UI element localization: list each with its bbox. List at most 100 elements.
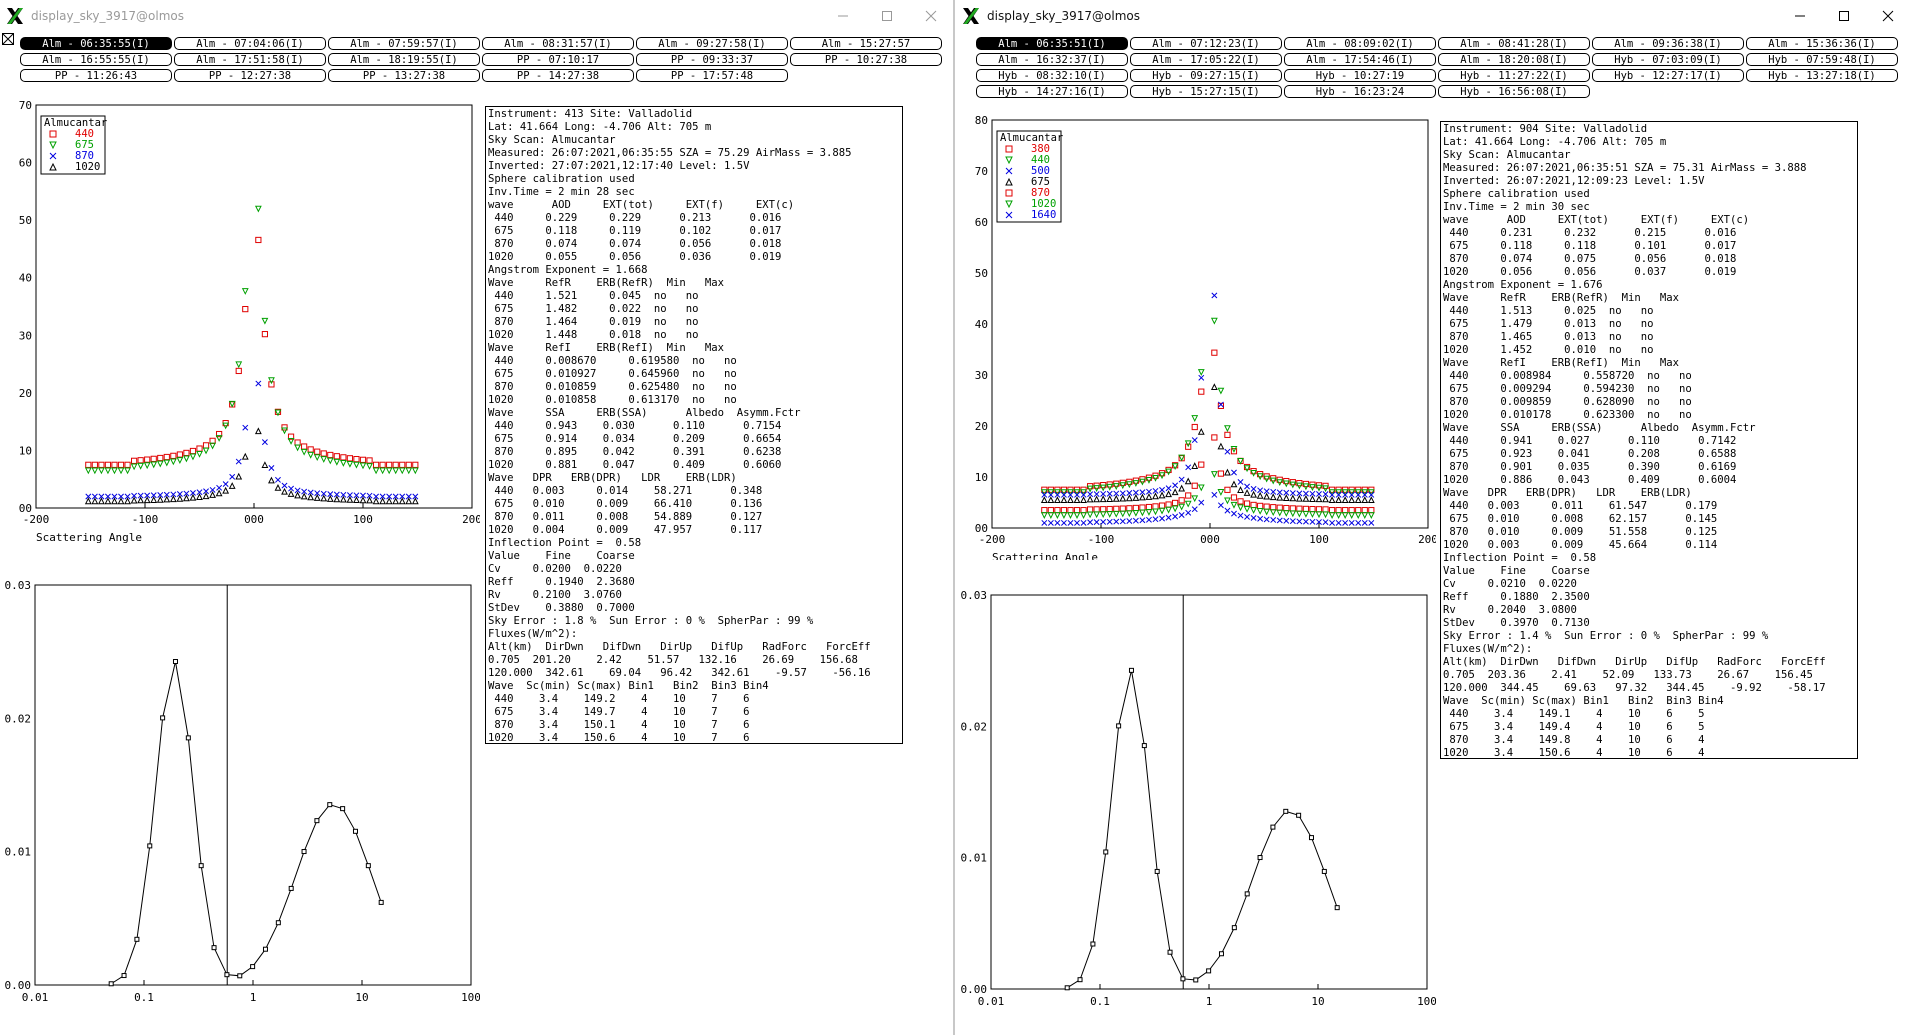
measurement-tab[interactable]: Hyb - 11:27:22(I) [1438,69,1590,82]
data-point [1073,512,1081,519]
measurement-tab[interactable]: Alm - 16:32:37(I) [976,53,1128,66]
measurement-tab[interactable]: Alm - 08:09:02(I) [1284,37,1436,50]
info-line: 440 0.941 0.027 0.110 0.7142 [1443,435,1737,447]
measurement-tab[interactable]: Hyb - 16:56:08(I) [1438,85,1590,98]
data-point [1165,485,1172,492]
data-point [340,491,347,498]
data-point [1231,925,1237,931]
data-point [229,473,236,480]
info-line: 1020 0.886 0.043 0.409 0.6004 [1443,474,1737,486]
data-point [1231,510,1237,517]
measurement-tab[interactable]: Alm - 09:36:38(I) [1592,37,1744,50]
info-line: Sky Scan: Almucantar [488,134,616,146]
minimize-button[interactable] [821,0,865,31]
measurement-tab[interactable]: Hyb - 07:03:09(I) [1592,53,1744,66]
data-point [131,492,138,499]
measurement-tab[interactable]: Hyb - 10:27:19 [1284,69,1436,82]
measurement-tab[interactable]: PP - 14:27:38 [482,69,634,82]
measurement-tab[interactable]: Hyb - 09:27:15(I) [1130,69,1282,82]
measurement-tab[interactable]: PP - 09:33:37 [636,53,788,66]
data-point [1086,485,1094,493]
close-button[interactable] [1866,0,1910,31]
measurement-tab[interactable]: Alm - 17:51:58(I) [174,53,326,66]
measurement-tab[interactable]: PP - 12:27:38 [174,69,326,82]
close-icon [925,10,937,21]
measurement-tab[interactable]: Hyb - 08:32:10(I) [976,69,1128,82]
data-point [1243,489,1251,496]
measurement-tab[interactable]: Alm - 15:27:57 [790,37,942,50]
measurement-tab[interactable]: Alm - 07:59:57(I) [328,37,480,50]
info-line: 675 0.010927 0.645960 no no [488,368,737,380]
measurement-tab[interactable]: Alm - 09:27:58(I) [636,37,788,50]
data-point [222,481,229,488]
data-point [261,317,269,325]
data-point [1172,499,1179,507]
minimize-button[interactable] [1778,0,1822,31]
y-tick-label: 60 [19,157,32,170]
measurement-tab[interactable]: Hyb - 16:23:24 [1284,85,1436,98]
measurement-tab[interactable]: Alm - 06:35:51(I) [976,37,1128,50]
data-point [228,482,236,489]
data-point [1270,488,1277,495]
data-point [1354,496,1362,504]
data-point [1328,489,1336,497]
info-line: 1020 0.881 0.047 0.409 0.6060 [488,459,782,471]
data-point [1167,949,1173,955]
measurement-tab[interactable]: Alm - 18:20:08(I) [1438,53,1590,66]
measurement-tab[interactable]: PP - 07:10:17 [482,53,634,66]
data-point [1335,491,1342,498]
data-point [1348,507,1355,514]
window-menu-icon[interactable] [2,33,14,45]
maximize-button[interactable] [865,0,909,31]
measurement-tab[interactable]: Hyb - 12:27:17(I) [1592,69,1744,82]
info-line: 870 0.011 0.008 54.889 0.127 [488,511,763,523]
y-tick-label: 0.01 [961,852,988,865]
title-bar: display_sky_3917@olmos [0,0,953,31]
legend-label: 1020 [75,161,100,173]
close-button[interactable] [909,0,953,31]
data-point [1119,518,1126,525]
measurement-tab[interactable]: Hyb - 07:59:48(I) [1746,53,1898,66]
measurement-tab[interactable]: Alm - 17:05:22(I) [1130,53,1282,66]
data-point [1335,496,1343,504]
measurement-tab[interactable]: Alm - 07:12:23(I) [1130,37,1282,50]
info-line: StDev 0.3970 0.7130 [1443,617,1590,629]
data-point [1060,489,1068,497]
data-point [1354,512,1362,519]
measurement-tab[interactable]: PP - 17:57:48 [636,69,788,82]
data-point [104,467,112,475]
maximize-button[interactable] [1822,0,1866,31]
y-tick-label: 0.03 [5,579,32,592]
data-point [189,493,197,501]
data-point [235,458,242,465]
data-point [250,964,256,970]
data-point [209,486,216,493]
measurement-tab[interactable]: Alm - 07:04:06(I) [174,37,326,50]
measurement-tab[interactable]: PP - 13:27:38 [328,69,480,82]
data-point [1308,835,1314,841]
measurement-tab[interactable]: PP - 11:26:43 [20,69,172,82]
measurement-tab[interactable]: Alm - 18:19:55(I) [328,53,480,66]
y-tick-label: 40 [19,272,32,285]
measurement-tab[interactable]: Hyb - 13:27:18(I) [1746,69,1898,82]
measurement-tab[interactable]: PP - 10:27:38 [790,53,942,66]
x-tick-label: 100 [1417,995,1436,1008]
measurement-tab[interactable]: Alm - 16:55:55(I) [20,53,172,66]
info-line: Measured: 26:07:2021,06:35:55 SZA = 75.2… [488,147,852,159]
data-point [196,493,203,500]
data-point [235,367,242,375]
data-point [163,459,171,467]
measurement-tab[interactable]: Hyb - 15:27:15(I) [1130,85,1282,98]
measurement-tab[interactable]: Alm - 08:41:28(I) [1438,37,1590,50]
data-point [1322,495,1329,503]
measurement-tab[interactable]: Alm - 17:54:46(I) [1284,53,1436,66]
info-line: Wave RefR ERB(RefR) Min Max [488,277,724,289]
data-point [366,463,373,470]
measurement-tab[interactable]: Alm - 06:35:55(I) [20,37,172,50]
data-point [1296,812,1302,818]
measurement-tab[interactable]: Alm - 08:31:57(I) [482,37,634,50]
measurement-tab[interactable]: Hyb - 14:27:16(I) [976,85,1128,98]
data-point [379,461,386,468]
data-point [1269,493,1277,501]
measurement-tab[interactable]: Alm - 15:36:36(I) [1746,37,1898,50]
